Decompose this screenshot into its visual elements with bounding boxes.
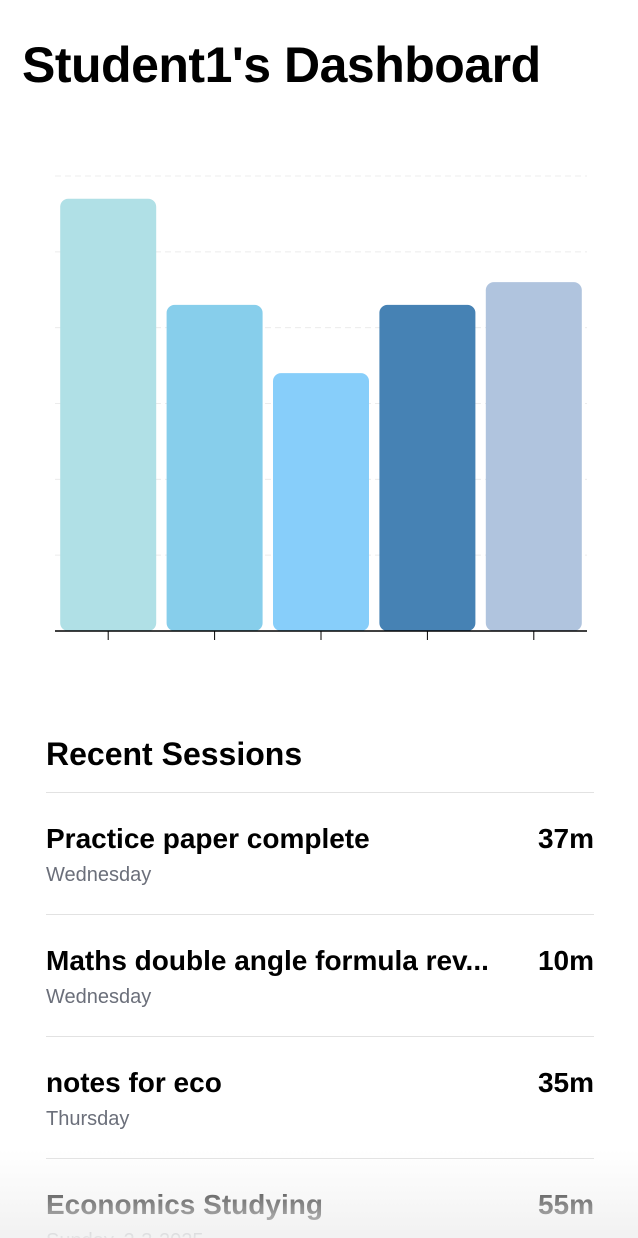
session-row[interactable]: Maths double angle formula rev... 10m Wedn…	[46, 914, 594, 1036]
session-day: Wednesday	[46, 986, 152, 1008]
session-name: Maths double angle formula rev...	[46, 945, 489, 976]
session-duration: 37m	[537, 823, 594, 854]
page-title: Student1's Dashboard	[22, 37, 541, 93]
session-duration: 55m	[537, 1189, 594, 1220]
bar	[273, 373, 369, 631]
session-list: Practice paper complete 37m Wednesday Maths…	[46, 792, 594, 1238]
session-day: Wednesday	[46, 864, 152, 886]
section-title: Recent Sessions	[46, 736, 303, 772]
session-row[interactable]: notes for eco 35m Thursday	[46, 1036, 594, 1158]
session-row[interactable]: Economics Studying 55m Sunday, 2-3-2025	[46, 1158, 594, 1238]
session-duration: 10m	[537, 945, 594, 976]
session-name: Economics Studying	[46, 1189, 323, 1220]
bar	[485, 282, 582, 631]
session-name: Practice paper complete	[46, 823, 370, 854]
session-day: Thursday	[46, 1108, 130, 1130]
session-row[interactable]: Practice paper complete 37m Wednesday	[46, 792, 594, 914]
bar	[60, 198, 157, 631]
chart	[55, 175, 587, 640]
session-duration: 35m	[537, 1067, 594, 1098]
session-name: notes for eco	[46, 1067, 222, 1098]
bar	[166, 304, 263, 631]
session-day: Sunday, 2-3-2025	[46, 1230, 204, 1238]
bar	[379, 304, 476, 631]
